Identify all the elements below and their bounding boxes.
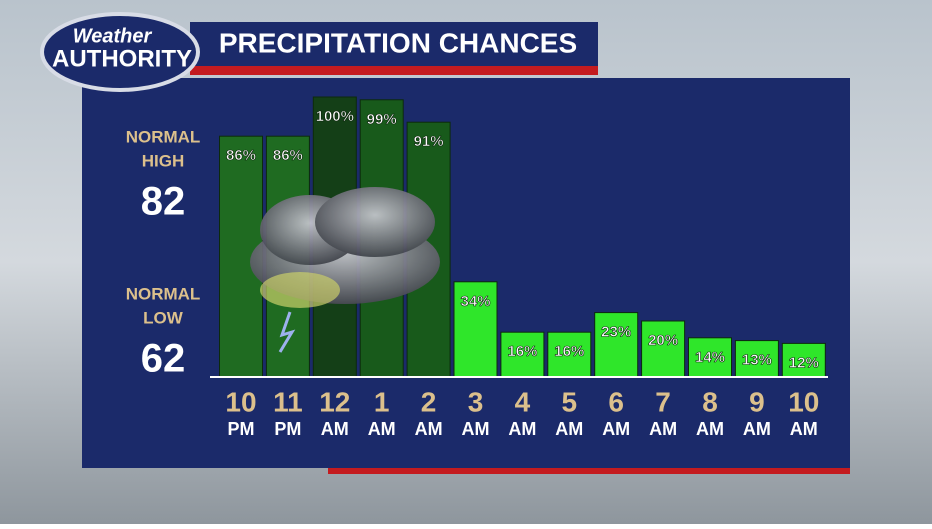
panel xyxy=(82,78,850,468)
value-label: 86% xyxy=(226,147,256,164)
x-tick-hour: 7 xyxy=(655,386,671,417)
x-tick-hour: 4 xyxy=(515,386,531,417)
x-tick-hour: 10 xyxy=(225,386,256,417)
value-label: 91% xyxy=(414,133,444,150)
bar xyxy=(594,312,639,378)
x-tick-period: AM xyxy=(555,419,583,439)
x-tick-period: AM xyxy=(415,419,443,439)
x-tick-period: AM xyxy=(602,419,630,439)
normal-label: NORMAL xyxy=(126,284,201,303)
storm-icon xyxy=(250,187,440,353)
x-tick-hour: 3 xyxy=(468,386,484,417)
bar xyxy=(641,320,686,378)
bar xyxy=(734,340,779,378)
x-tick-hour: 2 xyxy=(421,386,437,417)
x-tick-hour: 11 xyxy=(273,386,303,417)
logo-line2: AUTHORITY xyxy=(52,45,192,72)
normal-label: LOW xyxy=(143,308,184,327)
normal-value: 82 xyxy=(141,180,186,224)
value-label: 14% xyxy=(695,349,725,366)
title-stripe xyxy=(190,66,598,75)
x-tick-period: AM xyxy=(649,419,677,439)
x-tick-hour: 8 xyxy=(702,386,718,417)
logo-badge xyxy=(40,12,200,92)
value-label: 16% xyxy=(554,343,584,360)
value-label: 34% xyxy=(460,293,490,310)
bar xyxy=(547,331,592,378)
normal-label: NORMAL xyxy=(126,127,201,146)
chart-title: PRECIPITATION CHANCES xyxy=(219,27,577,58)
x-tick-period: AM xyxy=(790,419,818,439)
x-tick-period: AM xyxy=(743,419,771,439)
x-tick-period: PM xyxy=(228,419,255,439)
x-tick-period: AM xyxy=(696,419,724,439)
bottom-stripe xyxy=(328,468,850,474)
normal-label: HIGH xyxy=(142,151,185,170)
value-label: 12% xyxy=(789,354,819,371)
x-tick-period: PM xyxy=(274,419,301,439)
x-tick-hour: 1 xyxy=(374,386,390,417)
value-label: 13% xyxy=(742,352,772,369)
x-tick-period: AM xyxy=(508,419,536,439)
value-label: 86% xyxy=(273,147,303,164)
value-label: 20% xyxy=(648,332,678,349)
value-label: 100% xyxy=(316,108,354,125)
x-tick-hour: 9 xyxy=(749,386,765,417)
x-tick-period: AM xyxy=(368,419,396,439)
value-label: 16% xyxy=(507,343,537,360)
x-tick-period: AM xyxy=(462,419,490,439)
logo-line1: Weather xyxy=(73,25,153,47)
normal-value: 62 xyxy=(141,337,186,381)
title-bar xyxy=(190,22,598,66)
x-tick-period: AM xyxy=(321,419,349,439)
bar xyxy=(688,337,732,378)
x-tick-hour: 5 xyxy=(562,386,578,417)
x-tick-hour: 10 xyxy=(788,386,819,417)
x-tick-hour: 12 xyxy=(319,386,350,417)
value-label: 23% xyxy=(601,324,631,341)
bar xyxy=(500,331,545,378)
x-tick-hour: 6 xyxy=(608,386,624,417)
value-label: 99% xyxy=(367,111,397,128)
